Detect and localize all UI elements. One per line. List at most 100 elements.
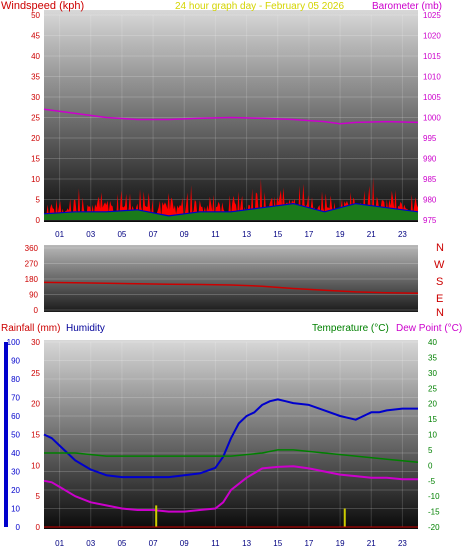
windspeed-tick-label: 20 (31, 134, 40, 143)
windspeed-tick-label: 0 (36, 216, 41, 225)
wind-x-tick-label: 03 (86, 230, 95, 239)
rainfall-tick-label: 25 (31, 369, 40, 378)
temperature-tick-label: 40 (428, 338, 437, 347)
wind-x-tick-label: 01 (55, 230, 64, 239)
rainfall-tick-label: 30 (31, 338, 40, 347)
windspeed-tick-label: 50 (31, 11, 40, 20)
direction-tick-label: 270 (25, 260, 39, 269)
humidity-tick-label: 70 (11, 394, 20, 403)
temp-x-tick-label: 03 (86, 539, 95, 548)
temperature-line (44, 449, 419, 464)
dewpoint-axis-label: Dew Point (°C) (396, 323, 462, 334)
rainfall-bar (343, 508, 346, 527)
temperature-tick-label: 10 (428, 431, 437, 440)
rainfall-tick-label: 0 (36, 523, 41, 532)
wind-x-tick-label: 15 (273, 230, 282, 239)
temp-panel-bg (44, 340, 418, 529)
temp-x-tick-label: 23 (398, 539, 407, 548)
wind-x-tick-label: 19 (336, 230, 345, 239)
barometer-tick-label: 980 (423, 196, 437, 205)
temp-x-tick-label: 11 (211, 539, 220, 548)
temp-x-tick-label: 05 (117, 539, 126, 548)
humidity-tick-label: 0 (16, 523, 21, 532)
windspeed-tick-label: 40 (31, 52, 40, 61)
temperature-axis-label: Temperature (°C) (312, 323, 389, 334)
humidity-tick-label: 60 (11, 412, 20, 421)
temperature-tick-label: -10 (428, 492, 440, 501)
temperature-tick-label: 15 (428, 415, 437, 424)
humidity-tick-label: 50 (11, 431, 20, 440)
compass-label-n-bottom: N (436, 307, 444, 319)
temp-x-tick-label: 15 (273, 539, 282, 548)
wind-x-tick-label: 05 (117, 230, 126, 239)
dewpoint-line (43, 465, 418, 513)
humidity-tick-label: 80 (11, 375, 20, 384)
humidity-line (43, 398, 418, 479)
windspeed-tick-label: 5 (36, 196, 41, 205)
barometer-axis-label: Barometer (mb) (372, 1, 442, 12)
wind-x-tick-label: 23 (398, 230, 407, 239)
humidity-axis-label: Humidity (66, 323, 105, 334)
humidity-tick-label: 20 (11, 486, 20, 495)
humidity-tick-label: 30 (11, 468, 20, 477)
windspeed-tick-label: 35 (31, 73, 40, 82)
humidity-scale-bar (4, 342, 8, 527)
temperature-tick-label: -15 (428, 508, 440, 517)
temperature-tick-label: 20 (428, 400, 437, 409)
graph-title: 24 hour graph day - February 05 2026 (175, 1, 344, 12)
barometer-tick-label: 975 (423, 216, 437, 225)
direction-tick-label: 0 (34, 306, 39, 315)
rainfall-tick-label: 5 (36, 492, 41, 501)
temperature-tick-label: 5 (428, 446, 433, 455)
windspeed-tick-label: 10 (31, 175, 40, 184)
humidity-tick-label: 90 (11, 357, 20, 366)
wind-direction-line (43, 281, 419, 295)
barometer-tick-label: 1010 (423, 73, 441, 82)
wind-x-tick-label: 13 (242, 230, 251, 239)
temp-x-tick-label: 07 (149, 539, 158, 548)
windspeed-tick-label: 15 (31, 155, 40, 164)
windspeed-tick-label: 25 (31, 114, 40, 123)
barometer-tick-label: 1020 (423, 32, 441, 41)
windspeed-tick-label: 45 (31, 32, 40, 41)
wind-x-tick-label: 07 (149, 230, 158, 239)
rainfall-bar (155, 505, 158, 527)
humidity-tick-label: 10 (11, 505, 20, 514)
wind-x-tick-label: 11 (211, 230, 220, 239)
wind-panel-bg (44, 10, 418, 222)
barometer-line (43, 108, 419, 125)
windspeed-tick-label: 30 (31, 93, 40, 102)
direction-tick-label: 180 (25, 275, 39, 284)
temperature-tick-label: -5 (428, 477, 436, 486)
barometer-tick-label: 1015 (423, 52, 441, 61)
compass-label-w: W (434, 259, 445, 271)
temp-x-tick-label: 13 (242, 539, 251, 548)
temperature-tick-label: 35 (428, 353, 437, 362)
temp-x-tick-label: 21 (367, 539, 376, 548)
temp-x-tick-label: 01 (55, 539, 64, 548)
barometer-tick-label: 985 (423, 175, 437, 184)
temperature-tick-label: -20 (428, 523, 440, 532)
temp-x-tick-label: 09 (180, 539, 189, 548)
temp-x-tick-label: 19 (336, 539, 345, 548)
humidity-tick-label: 40 (11, 449, 20, 458)
rainfall-tick-label: 20 (31, 400, 40, 409)
direction-tick-label: 360 (25, 244, 39, 253)
rainfall-axis-label: Rainfall (mm) (1, 323, 60, 334)
temp-x-tick-label: 17 (304, 539, 313, 548)
wind-x-tick-label: 17 (304, 230, 313, 239)
rainfall-tick-label: 15 (31, 431, 40, 440)
compass-label-n-top: N (436, 242, 444, 254)
barometer-tick-label: 995 (423, 134, 437, 143)
temperature-tick-label: 30 (428, 369, 437, 378)
temperature-tick-label: 25 (428, 384, 437, 393)
barometer-tick-label: 1005 (423, 93, 441, 102)
windspeed-axis-label: Windspeed (kph) (1, 0, 84, 12)
barometer-tick-label: 1000 (423, 114, 441, 123)
average-wind-line (43, 203, 419, 217)
compass-label-e: E (436, 293, 443, 305)
temperature-tick-label: 0 (428, 461, 433, 470)
wind-x-tick-label: 21 (367, 230, 376, 239)
